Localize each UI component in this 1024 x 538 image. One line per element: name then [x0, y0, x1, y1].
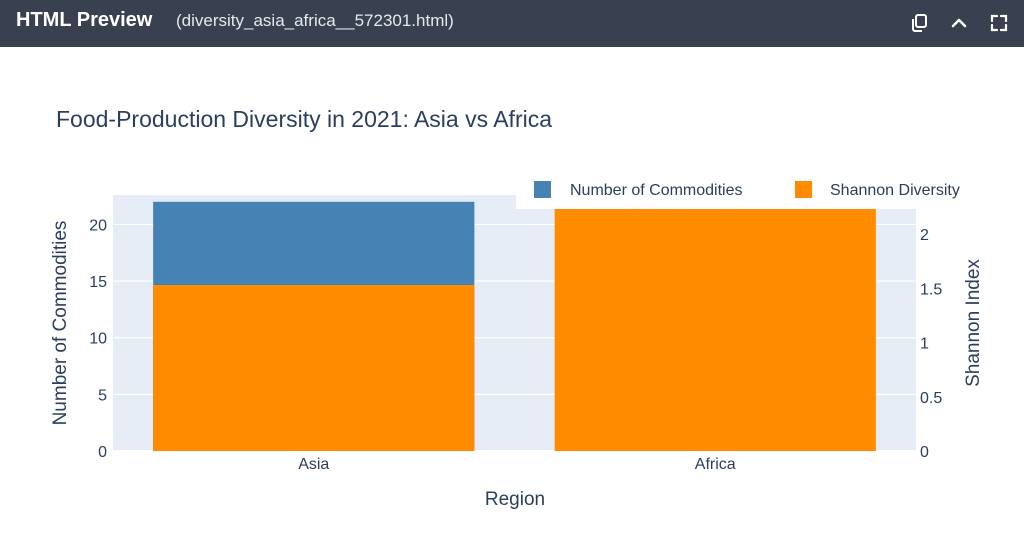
chart: Food-Production Diversity in 2021: Asia … — [50, 106, 988, 510]
x-axis-ticks: Asia Africa — [298, 456, 736, 473]
legend: Number of Commodities Shannon Diversity — [516, 172, 988, 209]
y-axis-title: Number of Commodities — [50, 221, 71, 426]
y2-tick-label: 1 — [920, 336, 929, 353]
app-title: HTML Preview — [16, 9, 153, 31]
collapse-button[interactable] — [944, 8, 974, 38]
y2-axis-title: Shannon Index — [963, 259, 984, 387]
legend-label-shannon[interactable]: Shannon Diversity — [830, 182, 960, 199]
title-bar: HTML Preview (diversity_asia_africa__572… — [0, 0, 1024, 47]
fullscreen-button[interactable] — [984, 8, 1014, 38]
y-axis-ticks: 0 5 10 15 20 — [89, 217, 107, 461]
copy-button[interactable] — [904, 8, 934, 38]
y-tick-label: 0 — [98, 444, 107, 461]
bars — [153, 201, 876, 451]
bar-shannon-asia[interactable] — [153, 285, 475, 451]
fullscreen-icon — [990, 14, 1008, 32]
y-tick-label: 5 — [98, 387, 107, 404]
legend-background — [516, 172, 988, 209]
file-name: (diversity_asia_africa__572301.html) — [176, 11, 454, 30]
x-tick-label: Africa — [695, 456, 736, 473]
y2-axis-ticks: 0 0.5 1 1.5 2 — [920, 227, 942, 461]
x-axis-title: Region — [485, 489, 545, 510]
y2-tick-label: 1.5 — [920, 281, 942, 298]
y-tick-label: 10 — [89, 331, 107, 348]
y-tick-label: 20 — [89, 217, 107, 234]
chart-area: Food-Production Diversity in 2021: Asia … — [0, 47, 1024, 533]
copy-icon — [912, 14, 927, 32]
y2-tick-label: 0 — [920, 444, 929, 461]
y-tick-label: 15 — [89, 274, 107, 291]
y2-tick-label: 2 — [920, 227, 929, 244]
legend-label-commodities[interactable]: Number of Commodities — [570, 182, 743, 199]
chevron-up-icon — [951, 18, 967, 28]
bar-shannon-africa[interactable] — [554, 202, 876, 451]
x-tick-label: Asia — [298, 456, 329, 473]
legend-swatch-shannon[interactable] — [795, 181, 812, 198]
legend-swatch-commodities[interactable] — [534, 181, 551, 198]
chart-title: Food-Production Diversity in 2021: Asia … — [56, 106, 552, 132]
y2-tick-label: 0.5 — [920, 390, 942, 407]
